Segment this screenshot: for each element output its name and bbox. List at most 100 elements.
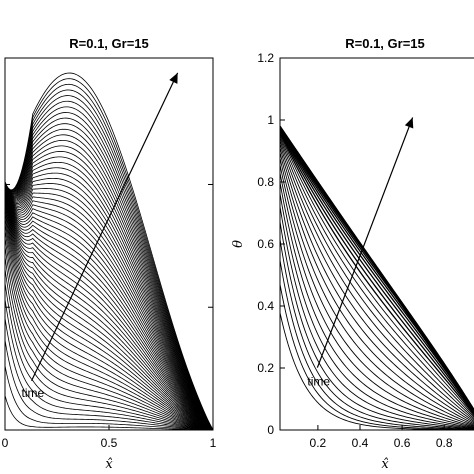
right-curve <box>280 182 474 428</box>
right-x-tick-label: 0.6 <box>394 436 411 450</box>
left-curve <box>5 187 213 430</box>
right-curve <box>280 221 474 430</box>
left-curve <box>5 299 213 430</box>
right-x-ticks: 0.2 0.4 0.6 0.8 <box>310 425 453 450</box>
left-curve <box>5 78 213 430</box>
left-curve <box>5 182 213 430</box>
left-curve <box>5 106 213 430</box>
left-curve <box>5 208 213 430</box>
left-curve <box>5 100 213 430</box>
right-curve <box>280 133 474 417</box>
left-x-tick-label: 1 <box>210 436 217 450</box>
left-arrowhead <box>169 72 178 84</box>
left-curve <box>5 268 213 430</box>
left-curve <box>5 192 213 430</box>
left-curve <box>5 189 213 430</box>
right-y-tick-label: 0.2 <box>257 361 274 375</box>
left-curve <box>5 217 213 430</box>
left-curve <box>5 185 213 430</box>
right-curve <box>280 140 474 421</box>
left-x-ticks: 0 0.5 1 <box>2 425 217 450</box>
right-curve <box>280 143 474 422</box>
left-curve <box>5 222 213 430</box>
left-curve <box>5 172 213 430</box>
left-panel: R=0.1, Gr=15 0 0.5 1 x̂ time <box>2 36 217 472</box>
left-curve <box>5 117 213 430</box>
left-curve <box>5 196 213 430</box>
left-curve <box>5 186 213 430</box>
left-curve <box>5 128 213 430</box>
left-curve <box>5 186 213 430</box>
left-curve <box>5 256 213 430</box>
left-curve <box>5 183 213 430</box>
right-curve <box>280 260 474 430</box>
left-curve <box>5 150 213 430</box>
right-curve <box>280 312 474 430</box>
left-curve <box>5 145 213 430</box>
left-curve <box>5 204 213 430</box>
right-curve <box>280 158 474 426</box>
left-curve <box>5 229 213 430</box>
right-curve <box>280 164 474 427</box>
left-curve <box>5 194 213 430</box>
left-curve <box>5 72 213 430</box>
right-curve <box>280 193 474 429</box>
right-x-tick-label: 0.4 <box>352 436 369 450</box>
left-curve <box>5 201 213 430</box>
left-curve <box>5 183 213 430</box>
left-curve <box>5 167 213 430</box>
right-curve <box>280 135 474 418</box>
right-y-ticks: 0 0.2 0.4 0.6 0.8 1 1.2 <box>257 51 285 437</box>
right-panel: R=0.1, Gr=15 0.2 0.4 0.6 0.8 0 0.2 0.4 0.6 0.8 1… <box>231 36 474 472</box>
left-time-arrow <box>31 72 179 382</box>
right-curve <box>280 152 474 425</box>
right-y-tick-label: 1 <box>267 113 274 127</box>
right-time-annotation: time <box>307 117 414 389</box>
left-curve-family <box>5 72 213 430</box>
right-y-tick-label: 1.2 <box>257 51 274 65</box>
right-arrowhead <box>404 117 414 129</box>
left-x-axis-label: x̂ <box>105 457 113 472</box>
left-curve <box>5 182 213 430</box>
left-curve <box>5 95 213 430</box>
right-x-tick-label: 0.2 <box>310 436 327 450</box>
left-curve <box>5 123 213 430</box>
left-curve <box>5 282 213 430</box>
right-time-label: time <box>307 375 330 389</box>
right-y-tick-label: 0.8 <box>257 175 274 189</box>
left-curve <box>5 182 213 430</box>
right-curve <box>280 147 474 424</box>
right-curve <box>280 130 474 415</box>
left-x-tick-label: 0.5 <box>101 436 118 450</box>
left-curve <box>5 184 213 430</box>
left-curve <box>5 161 213 430</box>
right-y-tick-label: 0.6 <box>257 237 274 251</box>
left-curve <box>5 212 213 430</box>
left-curve <box>5 183 213 430</box>
right-curve <box>280 129 474 414</box>
right-y-axis-label: θ <box>231 240 246 248</box>
right-curve <box>280 206 474 429</box>
left-curve <box>5 177 213 430</box>
right-curve <box>280 137 474 420</box>
right-curve <box>280 125 474 414</box>
left-curve <box>5 318 213 430</box>
left-curve <box>5 134 213 430</box>
right-curve <box>280 239 474 430</box>
right-time-arrow <box>316 117 414 368</box>
left-plot-title: R=0.1, Gr=15 <box>69 36 149 51</box>
left-time-label: time <box>22 386 45 400</box>
right-curve <box>280 131 474 416</box>
left-right-tick-marks <box>5 183 213 308</box>
right-plot-title: R=0.1, Gr=15 <box>345 36 425 51</box>
right-y-tick-label: 0 <box>267 423 274 437</box>
right-x-tick-label: 0.8 <box>436 436 453 450</box>
right-curve <box>280 284 474 430</box>
right-curve <box>280 172 474 428</box>
left-curve <box>5 198 213 430</box>
left-curve <box>5 139 213 430</box>
left-curve <box>5 83 213 430</box>
left-curve <box>5 191 213 430</box>
left-curve <box>5 112 213 430</box>
